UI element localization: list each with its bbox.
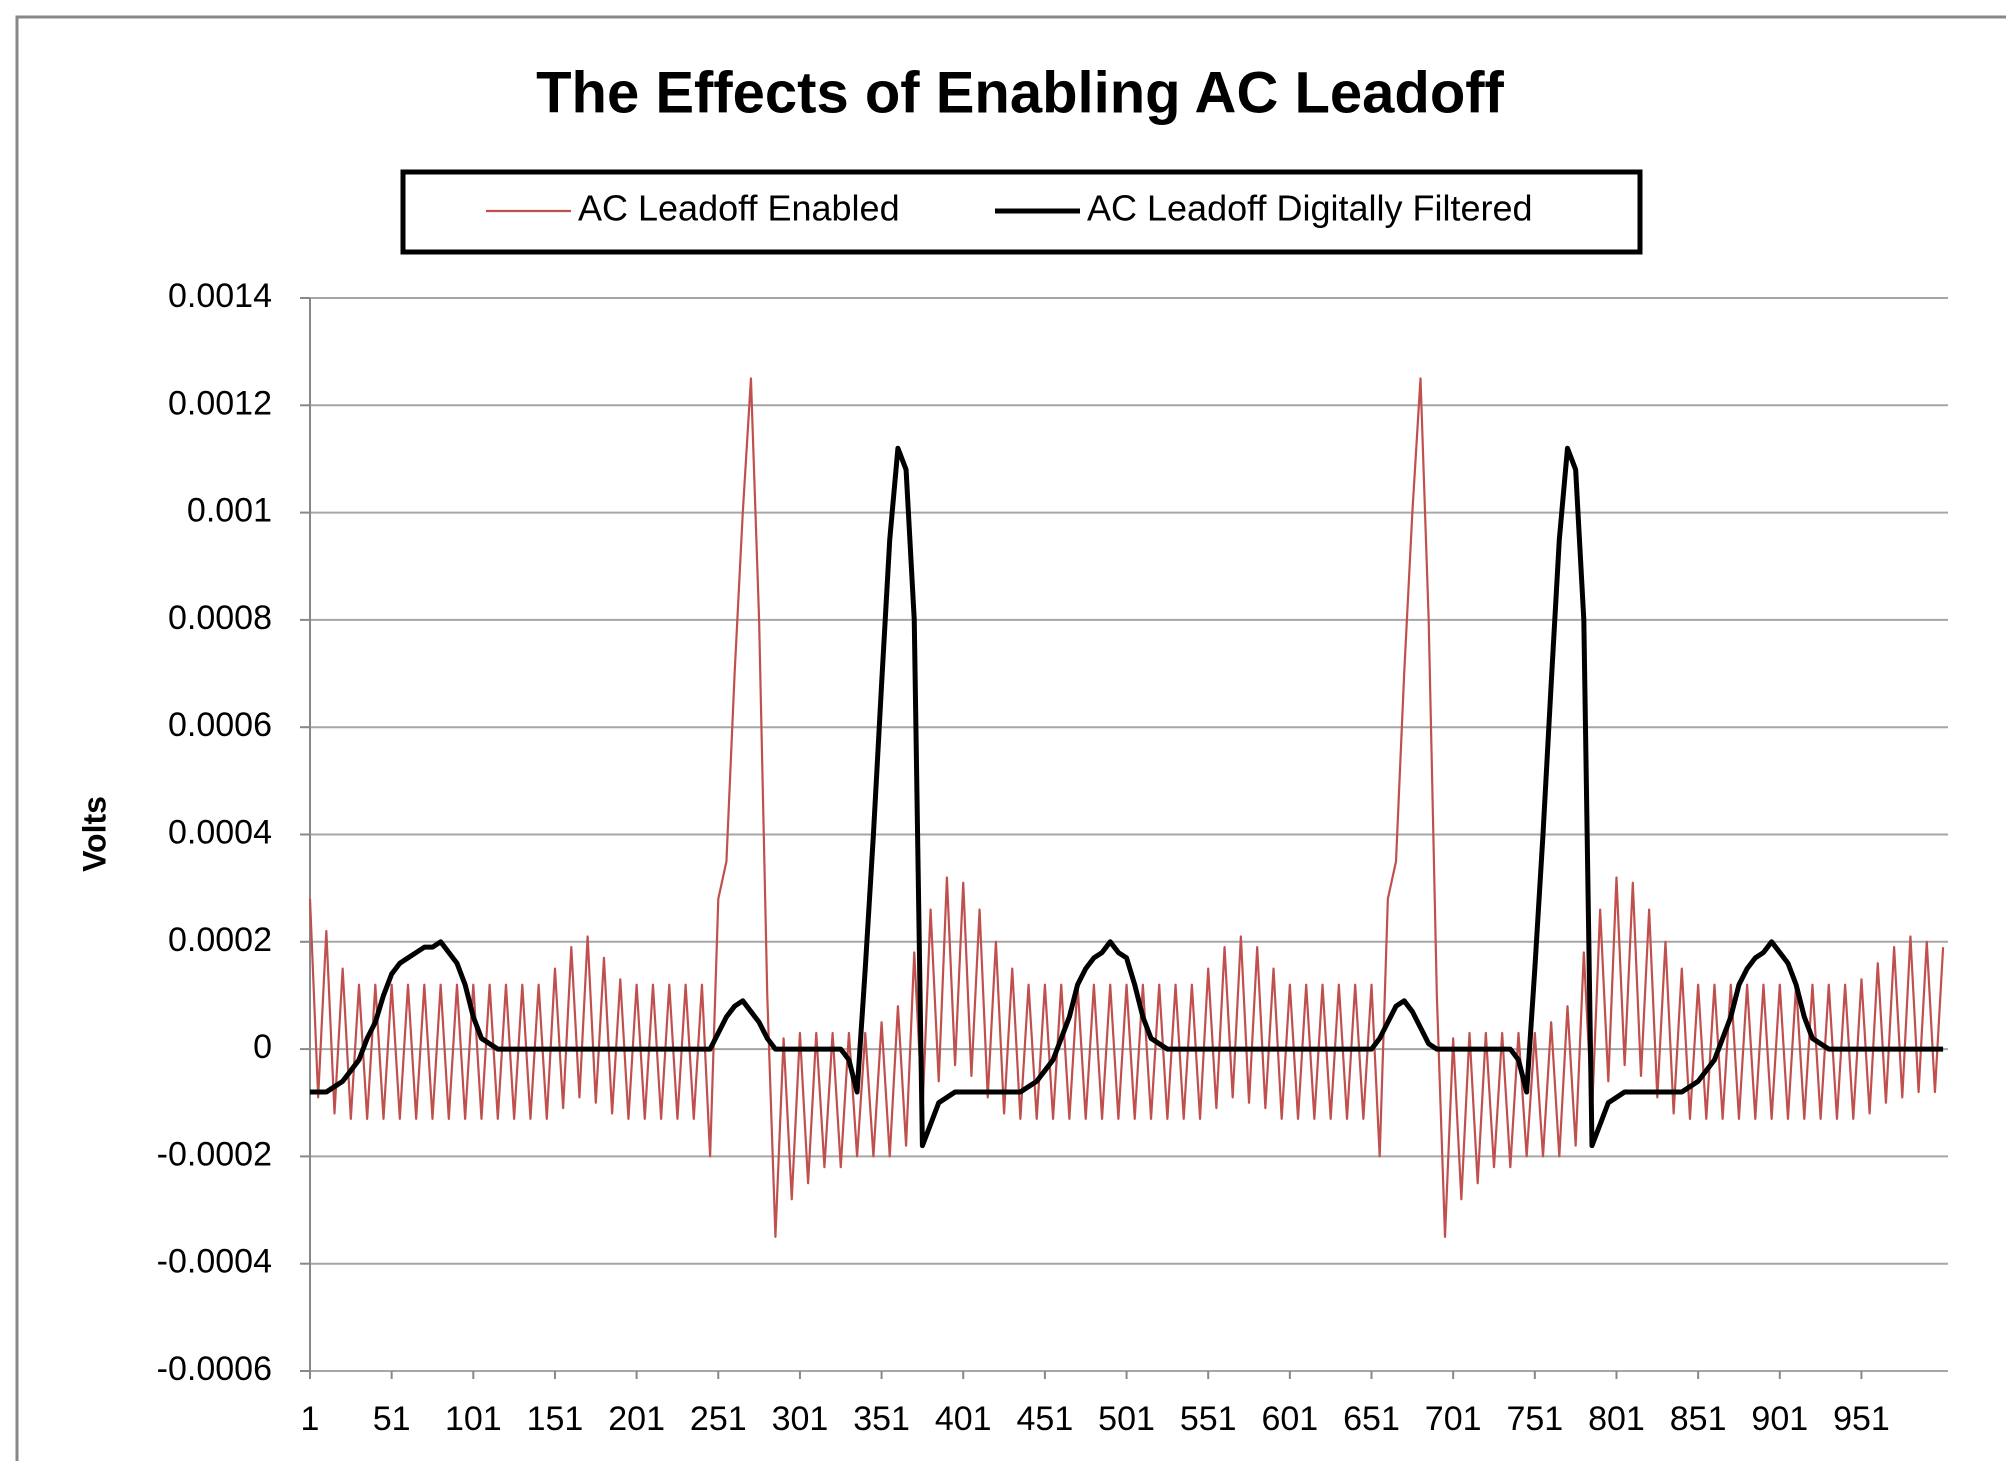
x-tick-label: 401 (935, 1400, 992, 1438)
legend-label: AC Leadoff Enabled (578, 188, 900, 229)
y-tick-label: 0.0008 (168, 599, 272, 637)
series-line (310, 445, 1944, 1149)
x-tick-label: 501 (1098, 1400, 1155, 1438)
x-tick-label: 201 (608, 1400, 665, 1438)
x-tick-label: 851 (1670, 1400, 1727, 1438)
y-tick-label: 0.0014 (168, 277, 272, 315)
x-tick-label: 351 (853, 1400, 910, 1438)
x-tick-label: 51 (373, 1400, 411, 1438)
x-tick-label: 901 (1751, 1400, 1808, 1438)
x-tick-label: 151 (527, 1400, 584, 1438)
x-tick-label: 251 (690, 1400, 747, 1438)
y-tick-label: 0.001 (187, 492, 272, 530)
y-tick-label: 0.0006 (168, 706, 272, 744)
x-tick-label: 1 (301, 1400, 320, 1438)
y-tick-label: 0.0002 (168, 921, 272, 959)
x-tick-label: 101 (445, 1400, 502, 1438)
x-tick-label: 451 (1017, 1400, 1074, 1438)
y-tick-label: 0.0004 (168, 813, 272, 851)
x-tick-label: 801 (1588, 1400, 1645, 1438)
chart-title: The Effects of Enabling AC Leadoff (536, 60, 1504, 125)
x-tick-label: 551 (1180, 1400, 1237, 1438)
x-tick-label: 601 (1261, 1400, 1318, 1438)
x-tick-label: 751 (1506, 1400, 1563, 1438)
x-tick-label: 651 (1343, 1400, 1400, 1438)
x-tick-label: 301 (772, 1400, 829, 1438)
y-tick-label: -0.0006 (157, 1350, 272, 1388)
y-tick-label: 0.0012 (168, 384, 272, 422)
x-tick-label: 701 (1425, 1400, 1482, 1438)
series-line (308, 377, 1945, 1238)
y-tick-label: 0 (253, 1028, 272, 1066)
y-tick-label: -0.0004 (157, 1243, 272, 1281)
y-axis-label: Volts (76, 796, 112, 872)
x-tick-label: 951 (1833, 1400, 1890, 1438)
legend-label: AC Leadoff Digitally Filtered (1087, 188, 1533, 229)
y-tick-label: -0.0002 (157, 1135, 272, 1173)
chart-border (15, 15, 2006, 1461)
